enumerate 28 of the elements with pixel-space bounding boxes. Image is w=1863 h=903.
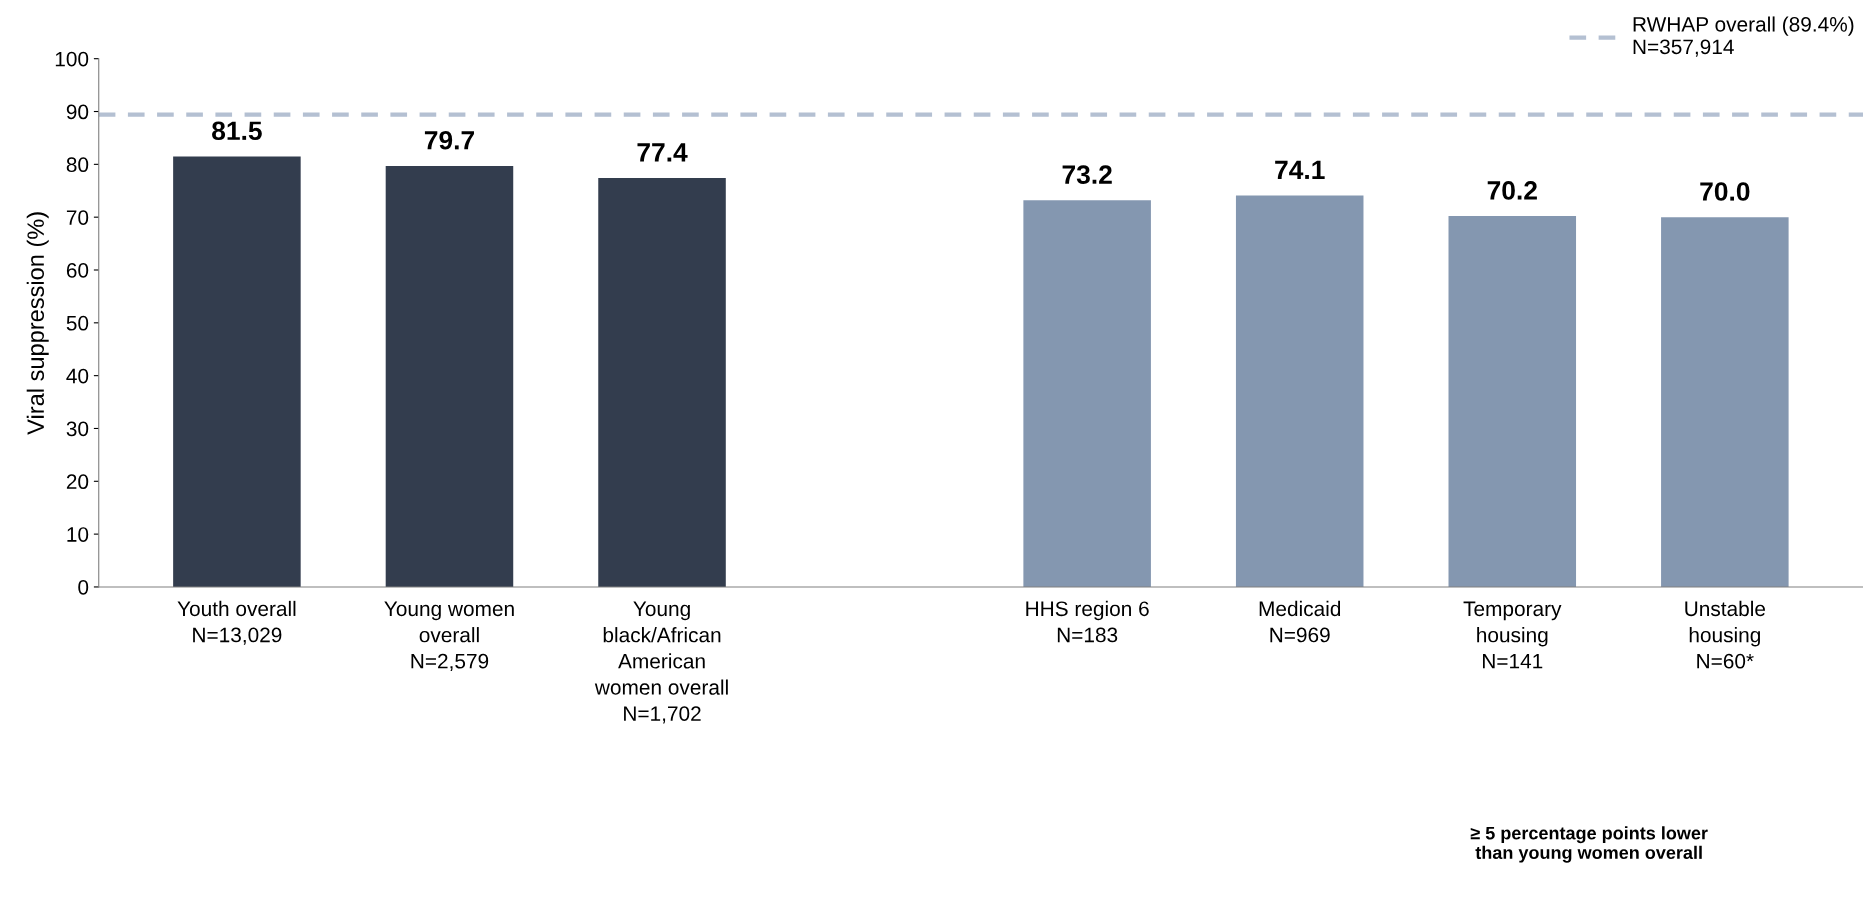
data-label: 70.2 bbox=[1487, 181, 1537, 200]
y-tick-label: 70 bbox=[66, 210, 89, 225]
y-tick-label: 0 bbox=[78, 579, 89, 595]
x-tick-label: Temporary housing N=141 bbox=[1463, 601, 1562, 669]
data-label: 70.0 bbox=[1700, 182, 1750, 201]
x-tick-label: HHS region 6 N=183 bbox=[1026, 600, 1149, 643]
y-tick-label: 80 bbox=[66, 157, 89, 173]
x-tick-label: Young black/African American women overall N=1,702 bbox=[594, 601, 728, 724]
y-tick-label: 20 bbox=[66, 474, 89, 490]
x-tick-label: Youth overall N=13,029 bbox=[177, 600, 296, 645]
y-tick-label: 90 bbox=[66, 104, 89, 120]
y-tick-label: 40 bbox=[66, 368, 89, 384]
y-tick-label: 10 bbox=[67, 527, 89, 542]
x-tick-label: Unstable housing N=60* bbox=[1685, 600, 1766, 669]
data-label: 77.4 bbox=[637, 143, 688, 162]
x-tick-label: Medicaid N=969 bbox=[1259, 600, 1341, 643]
x-tick-label: Young women overall N=2,579 bbox=[384, 601, 514, 672]
legend-label: RWHAP overall (89.4%) N=357,914 bbox=[1633, 16, 1854, 57]
text: ≥ 5 percentage points lower than young women overall bbox=[1470, 826, 1708, 863]
y-tick-label: 100 bbox=[55, 51, 89, 67]
data-label: 79.7 bbox=[424, 130, 474, 150]
y-tick-label: 60 bbox=[66, 263, 89, 278]
data-label: 74.1 bbox=[1275, 160, 1325, 179]
y-tick-label: 30 bbox=[66, 421, 89, 437]
y-tick-label: 50 bbox=[66, 315, 89, 331]
data-label: 73.2 bbox=[1062, 165, 1112, 184]
y-axis-title: Viral suppression (%) bbox=[26, 212, 49, 435]
data-label: 81.5 bbox=[212, 121, 262, 141]
